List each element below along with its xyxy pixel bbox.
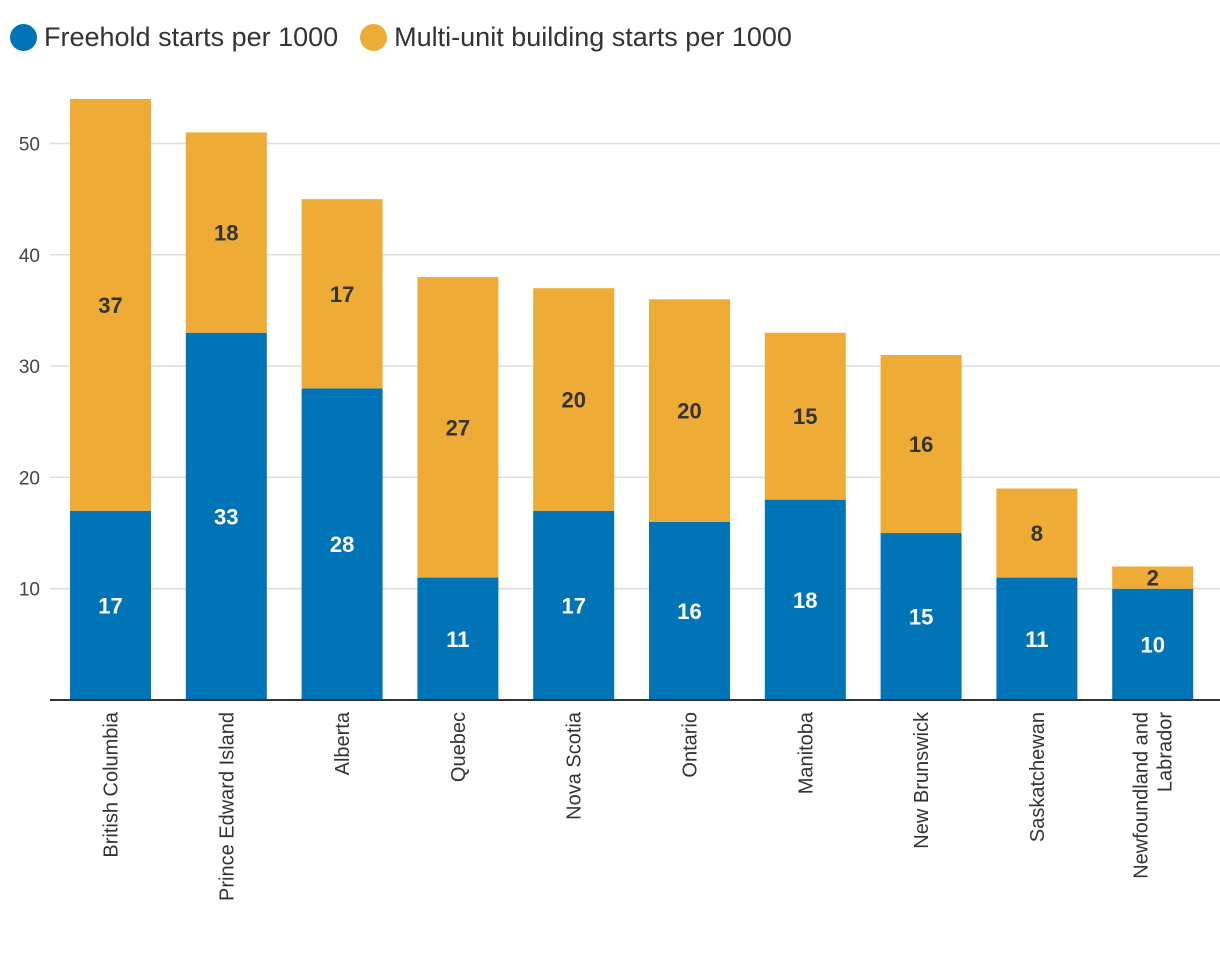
bar-8-freehold-label: 11 [1025, 627, 1048, 652]
x-category-label-4: Nova Scotia [564, 711, 586, 820]
y-tick-label-20: 20 [19, 468, 40, 489]
x-category-label-3: Quebec [448, 712, 470, 782]
legend-label-multi-unit: Multi-unit building starts per 1000 [394, 22, 792, 52]
bar-7-multi-unit [880, 354, 962, 534]
bar-3-multi-unit [417, 277, 499, 578]
bar-6-multi-unit [764, 332, 846, 500]
y-tick-label-10: 10 [19, 580, 40, 601]
legend-swatch-freehold [10, 24, 37, 51]
bar-5-freehold [649, 521, 730, 700]
legend-item-freehold[interactable]: Freehold starts per 1000 [10, 22, 338, 53]
bar-6-multi-unit-label: 15 [793, 404, 817, 429]
bar-6-freehold-label: 18 [793, 588, 817, 613]
x-category-label-1: Prince Edward Island [216, 712, 238, 901]
bar-1-multi-unit-label: 18 [214, 221, 238, 246]
bar-0-multi-unit-label: 37 [98, 293, 122, 318]
bar-8-multi-unit [996, 488, 1078, 578]
bar-3-multi-unit-label: 27 [446, 415, 470, 440]
x-category-label-5: Ontario [680, 712, 702, 778]
x-category-label-0: British Columbia [101, 711, 123, 857]
bar-2-multi-unit-label: 17 [330, 282, 354, 307]
bar-2-freehold-label: 28 [330, 532, 354, 557]
legend-label-freehold: Freehold starts per 1000 [44, 22, 339, 52]
bar-4-freehold [533, 510, 615, 700]
bar-8-freehold [996, 577, 1078, 700]
x-category-label-6: Manitoba [795, 711, 817, 794]
bar-5-multi-unit [649, 299, 730, 522]
legend-swatch-multi-unit [360, 24, 388, 51]
bar-1-multi-unit [185, 132, 267, 333]
bar-9-freehold [1112, 588, 1194, 700]
bar-5-freehold-label: 16 [677, 599, 701, 624]
bar-6-freehold [764, 499, 846, 700]
x-category-label-7: New Brunswick [911, 711, 933, 849]
bar-4-freehold-label: 17 [561, 593, 585, 618]
bar-2-multi-unit [301, 199, 383, 389]
y-tick-label-50: 50 [19, 135, 40, 156]
bar-0-freehold [70, 510, 151, 700]
bar-1-freehold-label: 33 [214, 504, 238, 529]
x-category-label-8: Saskatchewan [1027, 712, 1049, 842]
y-tick-label-30: 30 [19, 357, 40, 378]
bar-2-freehold [301, 388, 383, 700]
x-category-label-2: Alberta [332, 711, 354, 775]
bar-9-multi-unit [1112, 566, 1194, 589]
bar-7-freehold [880, 533, 962, 700]
bar-0-multi-unit [70, 98, 151, 511]
legend: Freehold starts per 1000 Multi-unit buil… [10, 22, 814, 53]
x-category-label-9-line-1: Labrador [1155, 712, 1177, 792]
bar-9-freehold-label: 10 [1140, 632, 1164, 657]
x-category-label-9-line-0: Newfoundland and [1131, 712, 1153, 879]
y-tick-label-40: 40 [19, 246, 40, 267]
bar-3-freehold [417, 577, 499, 700]
bar-7-multi-unit-label: 16 [909, 432, 933, 457]
bar-1-freehold [185, 332, 267, 700]
bar-4-multi-unit [533, 288, 615, 511]
bar-9-multi-unit-label: 2 [1147, 566, 1159, 591]
bar-4-multi-unit-label: 20 [561, 387, 585, 412]
bar-3-freehold-label: 11 [446, 627, 469, 652]
bar-5-multi-unit-label: 20 [677, 399, 701, 424]
legend-item-multi-unit[interactable]: Multi-unit building starts per 1000 [360, 22, 792, 53]
bar-0-freehold-label: 17 [98, 593, 122, 618]
bar-8-multi-unit-label: 8 [1031, 521, 1043, 546]
bar-7-freehold-label: 15 [909, 605, 933, 630]
